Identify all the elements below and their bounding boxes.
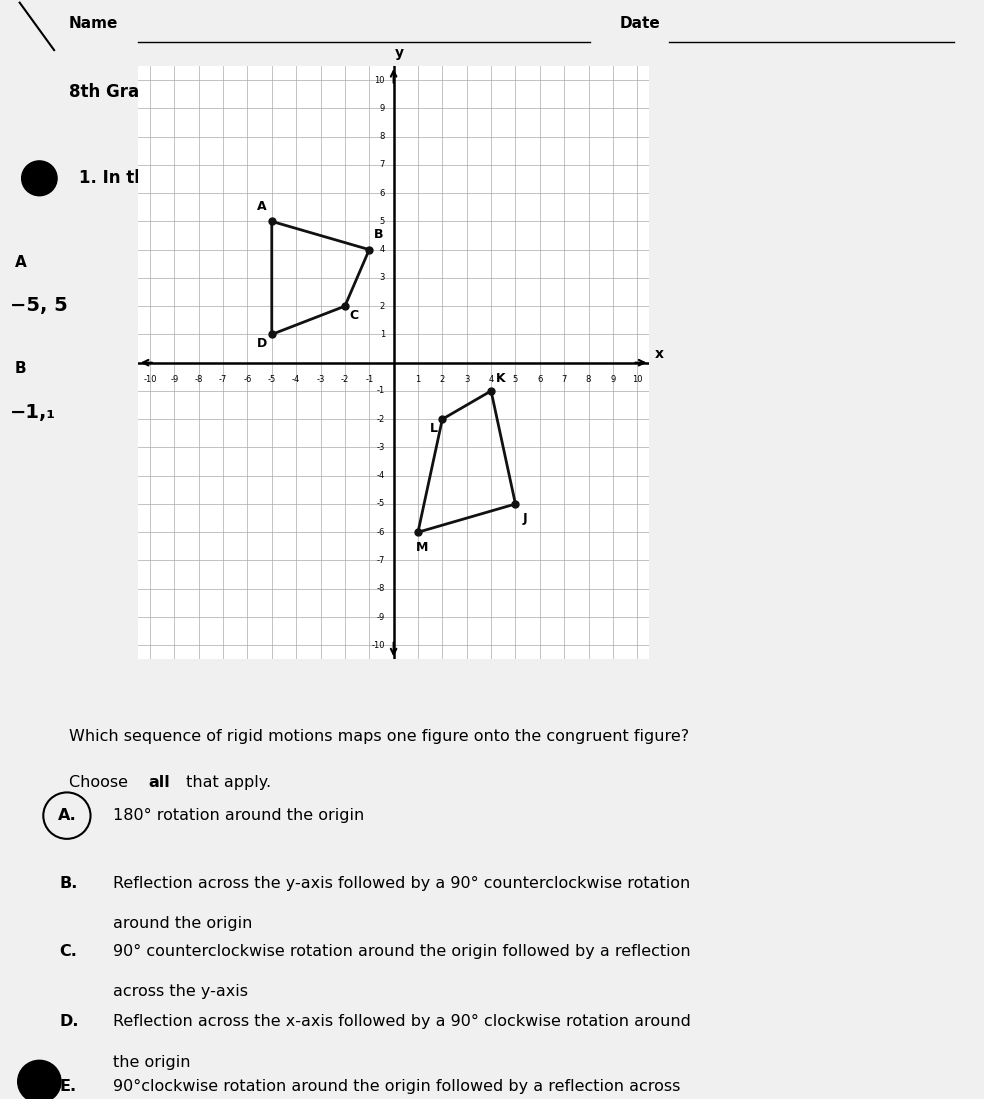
Text: 5: 5 [380,217,385,226]
Text: -8: -8 [195,376,203,385]
Text: around the origin: around the origin [113,917,253,932]
Circle shape [18,1061,61,1099]
Text: D.: D. [59,1014,79,1029]
Text: Date: Date [620,16,660,31]
Text: M: M [415,541,428,554]
Text: 5: 5 [513,376,518,385]
Text: 180° rotation around the origin: 180° rotation around the origin [113,808,364,823]
Text: -10: -10 [144,376,156,385]
Text: -1: -1 [377,387,385,396]
Text: 10: 10 [632,376,643,385]
Text: −1,₁: −1,₁ [10,403,56,422]
Text: Name: Name [69,16,118,31]
Text: 6: 6 [380,189,385,198]
Text: E.: E. [59,1079,76,1094]
Text: −5, 5: −5, 5 [10,297,68,315]
Text: 6: 6 [537,376,542,385]
Text: 3: 3 [464,376,469,385]
Text: K: K [496,373,506,386]
Text: 1: 1 [380,330,385,338]
Text: B: B [15,362,27,376]
Text: 8th Grade Module 2 Topic B-3 Quiz Review: 8th Grade Module 2 Topic B-3 Quiz Review [69,84,464,101]
Text: all: all [149,775,170,790]
Text: -3: -3 [316,376,325,385]
Text: 4: 4 [488,376,494,385]
Text: -7: -7 [377,556,385,565]
Text: -10: -10 [372,641,385,650]
Text: Reflection across the x-axis followed by a 90° clockwise rotation around: Reflection across the x-axis followed by… [113,1014,691,1029]
Text: C: C [349,309,359,322]
Text: -8: -8 [377,585,385,593]
Text: -5: -5 [377,499,385,509]
Text: that apply.: that apply. [181,775,272,790]
Text: -5: -5 [268,376,276,385]
Text: 2: 2 [440,376,445,385]
Text: Choose: Choose [69,775,133,790]
Text: x: x [654,347,663,362]
Text: 1: 1 [415,376,420,385]
Text: 7: 7 [380,160,385,169]
Text: the origin: the origin [113,1055,191,1069]
Text: B.: B. [59,876,78,891]
Text: L: L [429,422,438,435]
Text: J: J [523,512,527,525]
Text: -2: -2 [377,414,385,424]
Text: -4: -4 [292,376,300,385]
Text: 8: 8 [585,376,591,385]
Text: 90°clockwise rotation around the origin followed by a reflection across: 90°clockwise rotation around the origin … [113,1079,681,1094]
Text: 4: 4 [380,245,385,254]
Text: 3: 3 [380,274,385,282]
Text: -1: -1 [365,376,373,385]
Text: 2: 2 [380,301,385,311]
Text: A.: A. [57,808,77,823]
Text: across the y-axis: across the y-axis [113,984,248,999]
Text: D: D [257,337,267,351]
Text: 7: 7 [562,376,567,385]
Text: Which sequence of rigid motions maps one figure onto the congruent figure?: Which sequence of rigid motions maps one… [69,729,689,744]
Text: 9: 9 [380,103,385,113]
Text: B: B [374,229,384,241]
Circle shape [22,160,57,196]
Text: 10: 10 [375,76,385,85]
Text: -6: -6 [377,528,385,536]
Text: -6: -6 [243,376,252,385]
Text: -7: -7 [218,376,227,385]
Text: -4: -4 [377,471,385,480]
Text: A: A [257,200,267,213]
Text: y: y [396,46,404,60]
Text: -9: -9 [377,612,385,622]
Text: 8: 8 [380,132,385,141]
Text: Reflection across the y-axis followed by a 90° counterclockwise rotation: Reflection across the y-axis followed by… [113,876,691,891]
Text: A: A [15,255,27,270]
Text: -3: -3 [377,443,385,452]
Text: 90° counterclockwise rotation around the origin followed by a reflection: 90° counterclockwise rotation around the… [113,944,691,958]
Text: C.: C. [59,944,77,958]
Text: 1. In the diagram, figure ABCD ≅ figure JKLM.: 1. In the diagram, figure ABCD ≅ figure … [79,169,506,187]
Text: -9: -9 [170,376,178,385]
Text: 9: 9 [610,376,616,385]
Text: -2: -2 [340,376,349,385]
